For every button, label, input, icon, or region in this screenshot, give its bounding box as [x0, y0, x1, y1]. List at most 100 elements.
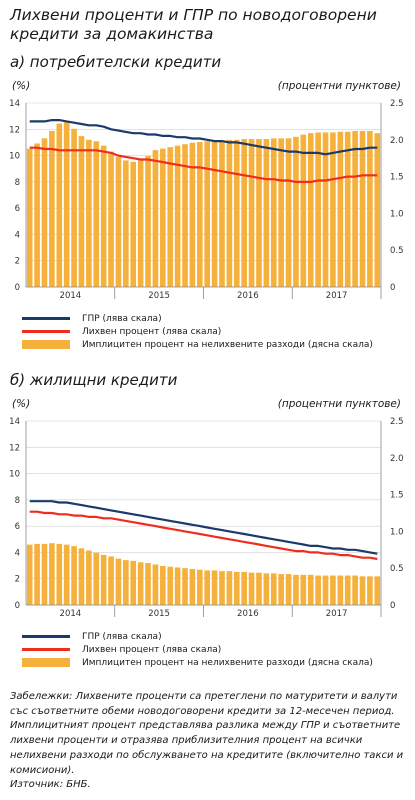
bar-implicit — [182, 568, 188, 605]
bar-implicit — [344, 131, 351, 287]
bar-implicit — [359, 130, 366, 287]
bar-implicit — [278, 138, 284, 287]
legend-swatch-rate — [22, 330, 70, 333]
bar-implicit — [241, 139, 247, 287]
bar-implicit — [174, 567, 181, 605]
bar-implicit — [123, 560, 129, 605]
y2-tick-label: 0 — [390, 283, 395, 293]
bar-implicit — [219, 571, 225, 605]
x-tick-label: 2016 — [237, 291, 259, 301]
y2-tick-label: 1.0 — [390, 527, 404, 537]
panel-a-left-axis-label: (%) — [12, 80, 31, 92]
y-tick-label: 4 — [15, 230, 20, 240]
y2-tick-label: 2.5 — [390, 417, 404, 427]
bar-implicit — [337, 575, 344, 605]
bar-implicit — [330, 132, 336, 287]
bar-implicit — [352, 130, 358, 287]
bar-implicit — [374, 133, 381, 287]
legend-item-gpr: ГПР (лява скала) — [22, 312, 373, 325]
bar-implicit — [152, 150, 159, 287]
panel-b-legend: ГПР (лява скала) Лихвен процент (лява ск… — [22, 630, 373, 669]
x-tick-label: 2015 — [148, 291, 170, 301]
bar-implicit — [137, 160, 144, 287]
legend-label-implicit: Имплицитен процент на нелихвените разход… — [82, 339, 373, 350]
bar-implicit — [160, 565, 166, 605]
bar-implicit — [189, 568, 196, 605]
y2-tick-label: 0.5 — [390, 246, 404, 256]
bar-implicit — [56, 123, 63, 287]
bar-implicit — [108, 151, 114, 287]
bar-implicit — [137, 562, 144, 605]
bar-implicit — [63, 122, 70, 287]
legend-swatch-implicit — [22, 658, 70, 667]
bar-implicit — [285, 138, 292, 287]
bar-implicit — [285, 574, 292, 605]
bar-implicit — [256, 572, 262, 605]
y2-tick-label: 2.0 — [390, 454, 404, 464]
bar-implicit — [93, 141, 100, 287]
bar-implicit — [196, 569, 203, 605]
bar-implicit — [300, 574, 307, 605]
bar-implicit — [123, 160, 129, 287]
y-tick-label: 12 — [9, 125, 20, 135]
bar-implicit — [182, 144, 188, 287]
y-tick-label: 2 — [15, 257, 20, 267]
source-text: Източник: БНБ. — [10, 779, 91, 791]
bar-implicit — [41, 138, 48, 287]
bar-implicit — [93, 552, 100, 605]
bar-implicit — [49, 130, 55, 287]
y-tick-label: 2 — [15, 575, 20, 585]
y2-tick-label: 1.0 — [390, 209, 404, 219]
bar-implicit — [233, 139, 240, 287]
y-tick-label: 14 — [9, 99, 20, 109]
y-tick-label: 8 — [15, 178, 20, 188]
bar-implicit — [352, 575, 358, 605]
legend-item-implicit: Имплицитен процент на нелихвените разход… — [22, 338, 373, 351]
bar-implicit — [263, 573, 270, 605]
y-tick-label: 10 — [9, 470, 20, 480]
y2-tick-label: 0 — [390, 601, 395, 611]
panel-a-chart: 0 2 4 6 8 10 12 14 0 0.5 1.0 1.5 2.0 2.5 2014 2015 2016 2… — [9, 99, 415, 301]
panel-b-chart: 0 2 4 6 8 10 12 14 0 0.5 1.0 1.5 2.0 2.5 2014 2015 2016 2… — [9, 417, 415, 619]
notes-block: Забележки: Лихвените проценти са претегл… — [10, 690, 406, 793]
bar-implicit — [256, 139, 262, 287]
line-gpr — [29, 500, 378, 555]
bar-implicit — [108, 556, 114, 605]
bar-implicit — [115, 156, 122, 287]
figure-title: Лихвени проценти и ГПР по новодоговорени… — [10, 6, 377, 43]
bar-implicit — [307, 574, 314, 605]
y2-tick-label: 2.0 — [390, 136, 404, 146]
bar-implicit — [367, 130, 373, 287]
bar-implicit — [56, 543, 63, 605]
bar-implicit — [293, 136, 299, 287]
bar-implicit — [71, 128, 77, 287]
bar-implicit — [167, 147, 174, 287]
bar-implicit — [145, 155, 151, 287]
bar-implicit — [263, 139, 270, 287]
bar-implicit — [189, 142, 196, 287]
bar-implicit — [86, 139, 92, 287]
line-gpr — [29, 119, 378, 156]
legend-swatch-gpr — [22, 635, 70, 638]
bar-implicit — [86, 550, 92, 605]
legend-swatch-implicit — [22, 340, 70, 349]
bar-implicit — [322, 575, 329, 605]
bar-implicit — [226, 139, 233, 287]
bar-implicit — [248, 139, 255, 287]
bar-implicit — [78, 136, 85, 287]
bar-implicit — [330, 575, 336, 605]
x-tick-label: 2017 — [326, 609, 348, 619]
x-tick-label: 2015 — [148, 609, 170, 619]
legend-label-rate: Лихвен процент (лява скала) — [82, 644, 222, 655]
legend-label-gpr: ГПР (лява скала) — [82, 631, 162, 642]
bar-implicit — [248, 572, 255, 605]
bar-implicit — [307, 133, 314, 287]
bar-implicit — [233, 571, 240, 605]
bar-implicit — [152, 564, 159, 605]
bar-implicit — [167, 566, 174, 605]
panel-b-left-axis-label: (%) — [12, 398, 31, 410]
bar-implicit — [34, 543, 40, 605]
y-tick-label: 0 — [15, 601, 20, 611]
bar-implicit — [374, 576, 381, 605]
y2-tick-label: 2.5 — [390, 99, 404, 109]
